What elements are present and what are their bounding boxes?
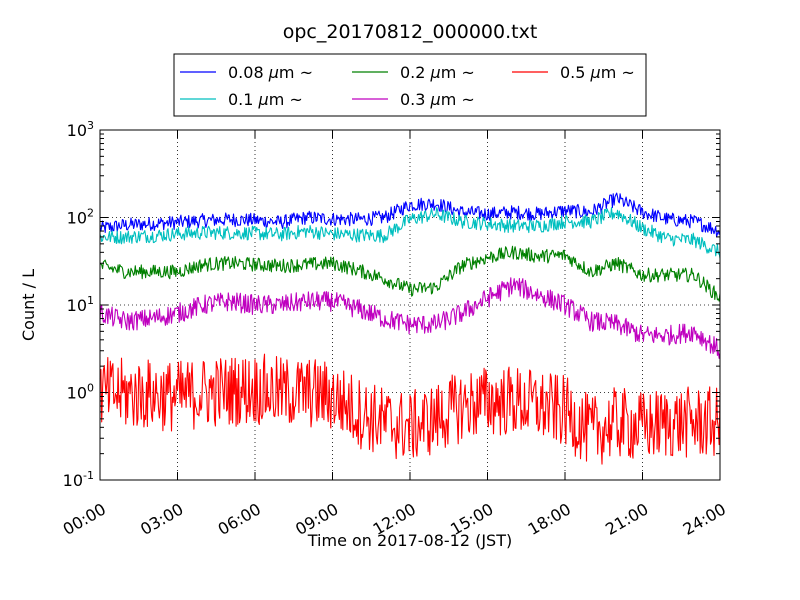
series-line-4 bbox=[99, 353, 721, 465]
legend: 0.08 μm ~ 0.1 μm ~ 0.2 μm ~ 0.3 μm ~ 0.5 μm … bbox=[173, 53, 647, 117]
x-tick-label: 21:00 bbox=[602, 499, 651, 539]
x-tick-label: 18:00 bbox=[525, 499, 574, 539]
legend-label: 0.3 μm ~ bbox=[400, 90, 475, 109]
chart-title: opc_20170812_000000.txt bbox=[283, 21, 538, 43]
legend-label: 0.5 μm ~ bbox=[560, 63, 635, 82]
axis-ticks bbox=[99, 129, 721, 481]
series-line-3 bbox=[99, 277, 721, 359]
x-axis-label: Time on 2017-08-12 (JST) bbox=[307, 531, 512, 550]
legend-label: 0.1 μm ~ bbox=[228, 90, 303, 109]
y-tick-labels: 10-1 100 101 102 103 bbox=[63, 119, 94, 490]
legend-box bbox=[173, 53, 647, 117]
x-tick-label: 24:00 bbox=[680, 499, 729, 539]
series-line-1 bbox=[99, 207, 721, 259]
y-tick-label: 10-1 bbox=[63, 469, 94, 490]
x-tick-label: 06:00 bbox=[215, 499, 264, 539]
y-tick-label: 101 bbox=[67, 294, 94, 315]
x-tick-label: 00:00 bbox=[60, 499, 109, 539]
series-line-2 bbox=[99, 245, 721, 302]
legend-label: 0.08 μm ~ bbox=[228, 63, 313, 82]
y-tick-label: 100 bbox=[67, 382, 94, 403]
y-axis-label: Count / L bbox=[19, 269, 38, 341]
y-tick-label: 102 bbox=[67, 207, 94, 228]
series-lines bbox=[99, 192, 721, 465]
x-tick-label: 03:00 bbox=[137, 499, 186, 539]
legend-label: 0.2 μm ~ bbox=[400, 63, 475, 82]
grid bbox=[100, 130, 720, 480]
y-tick-label: 103 bbox=[67, 119, 94, 140]
series-line-0 bbox=[99, 192, 721, 238]
